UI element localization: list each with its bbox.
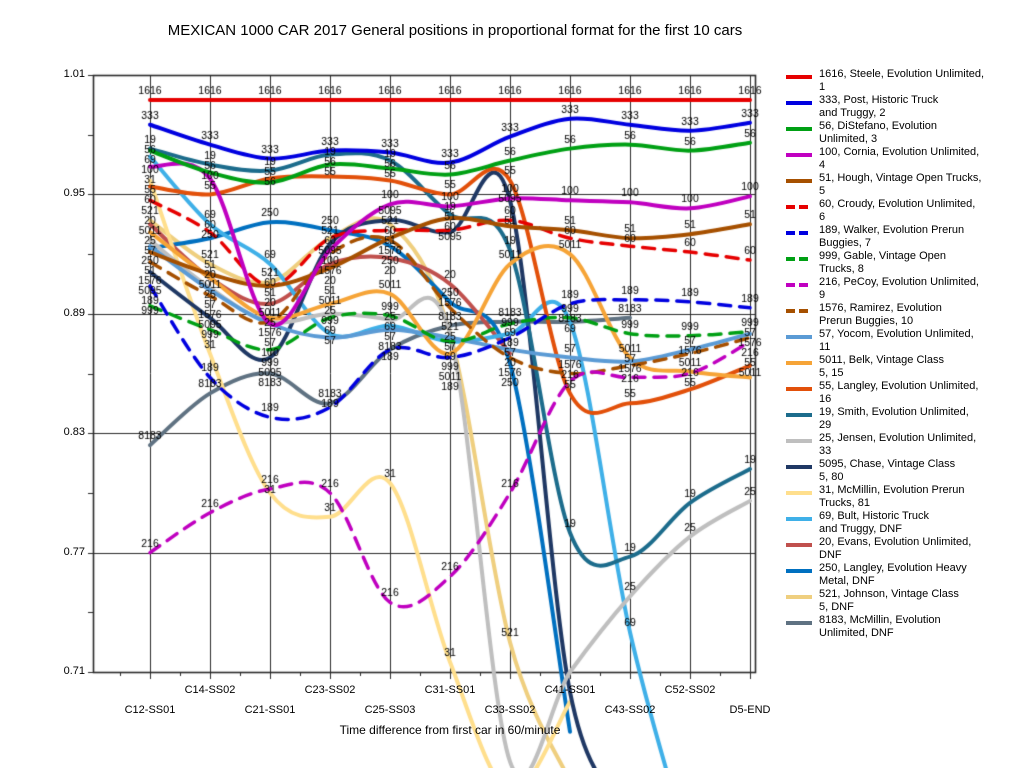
chart-legend: 1616, Steele, Evolution Unlimited, 1 333, … <box>786 68 1022 640</box>
legend-entry: 216, PeCoy, Evolution Unlimited, 9 <box>786 276 1022 302</box>
x-axis-title: Time difference from first car in 60/min… <box>339 723 561 737</box>
legend-entry-label: 333, Post, Historic Truck and Truggy, 2 <box>819 94 939 119</box>
legend-entry-label: 1616, Steele, Evolution Unlimited, 1 <box>819 68 985 93</box>
legend-line-swatch <box>786 101 812 105</box>
x-tick-label: C31-SS01 <box>424 684 476 696</box>
legend-entry: 20, Evans, Evolution Unlimited, DNF <box>786 536 1022 562</box>
legend-entry: 25, Jensen, Evolution Unlimited, 33 <box>786 432 1022 458</box>
legend-entry-label: 8183, McMillin, Evolution Unlimited, DNF <box>819 614 941 639</box>
legend-line-swatch <box>786 153 812 157</box>
legend-entry-label: 20, Evans, Evolution Unlimited, DNF <box>819 536 972 561</box>
x-tick-label: C25-SS03 <box>364 704 416 716</box>
legend-line-swatch <box>786 491 812 495</box>
legend-line-swatch <box>786 127 812 131</box>
legend-line-swatch <box>786 439 812 443</box>
legend-entry-label: 31, McMillin, Evolution Prerun Trucks, 81 <box>819 484 965 509</box>
legend-line-swatch <box>786 413 812 417</box>
x-tick-label: C43-SS02 <box>604 704 656 716</box>
legend-entry: 521, Johnson, Vintage Class 5, DNF <box>786 588 1022 614</box>
legend-entry-label: 189, Walker, Evolution Prerun Buggies, 7 <box>819 224 965 249</box>
legend-entry: 5011, Belk, Vintage Class 5, 15 <box>786 354 1022 380</box>
legend-entry: 189, Walker, Evolution Prerun Buggies, 7 <box>786 224 1022 250</box>
legend-entry: 31, McMillin, Evolution Prerun Trucks, 81 <box>786 484 1022 510</box>
x-tick-label: C41-SS01 <box>544 684 596 696</box>
legend-entry: 51, Hough, Vintage Open Trucks, 5 <box>786 172 1022 198</box>
legend-entry: 100, Cornia, Evolution Unlimited, 4 <box>786 146 1022 172</box>
y-tick-label: 0.95 <box>63 187 85 200</box>
legend-entry-label: 25, Jensen, Evolution Unlimited, 33 <box>819 432 977 457</box>
y-tick-label: 0.77 <box>63 545 85 558</box>
x-tick-label: C52-SS02 <box>664 684 716 696</box>
legend-entry-label: 216, PeCoy, Evolution Unlimited, 9 <box>819 276 979 301</box>
legend-line-swatch <box>786 75 812 79</box>
legend-line-swatch <box>786 621 812 625</box>
legend-line-swatch <box>786 257 812 261</box>
legend-entry-label: 521, Johnson, Vintage Class 5, DNF <box>819 588 959 613</box>
legend-entry: 56, DiStefano, Evolution Unlimited, 3 <box>786 120 1022 146</box>
legend-entry: 19, Smith, Evolution Unlimited, 29 <box>786 406 1022 432</box>
legend-entry: 60, Croudy, Evolution Unlimited, 6 <box>786 198 1022 224</box>
legend-entry-label: 5011, Belk, Vintage Class 5, 15 <box>819 354 944 379</box>
legend-entry-label: 999, Gable, Vintage Open Trucks, 8 <box>819 250 947 275</box>
legend-line-swatch <box>786 231 812 235</box>
legend-entry-label: 5095, Chase, Vintage Class 5, 80 <box>819 458 956 483</box>
legend-entry: 333, Post, Historic Truck and Truggy, 2 <box>786 94 1022 120</box>
legend-line-swatch <box>786 517 812 521</box>
x-tick-label: C14-SS02 <box>184 684 236 696</box>
legend-line-swatch <box>786 361 812 365</box>
y-tick-label: 0.83 <box>63 426 85 439</box>
legend-line-swatch <box>786 595 812 599</box>
legend-line-swatch <box>786 179 812 183</box>
legend-entry-label: 1576, Ramirez, Evolution Prerun Buggies, … <box>819 302 942 327</box>
legend-line-swatch <box>786 205 812 209</box>
legend-line-swatch <box>786 309 812 313</box>
legend-line-swatch <box>786 283 812 287</box>
x-tick-label: C23-SS02 <box>304 684 356 696</box>
legend-entry: 57, Yocom, Evolution Unlimited, 11 <box>786 328 1022 354</box>
legend-entry: 8183, McMillin, Evolution Unlimited, DNF <box>786 614 1022 640</box>
legend-entry: 250, Langley, Evolution Heavy Metal, DNF <box>786 562 1022 588</box>
legend-entry-label: 56, DiStefano, Evolution Unlimited, 3 <box>819 120 938 145</box>
x-tick-label: D5-END <box>729 704 771 716</box>
legend-entry: 55, Langley, Evolution Unlimited, 16 <box>786 380 1022 406</box>
legend-entry: 5095, Chase, Vintage Class 5, 80 <box>786 458 1022 484</box>
legend-line-swatch <box>786 543 812 547</box>
x-tick-label: C21-SS01 <box>244 704 296 716</box>
legend-line-swatch <box>786 465 812 469</box>
legend-entry-label: 250, Langley, Evolution Heavy Metal, DNF <box>819 562 967 587</box>
legend-entry: 1616, Steele, Evolution Unlimited, 1 <box>786 68 1022 94</box>
chart-title: MEXICAN 1000 CAR 2017 General positions … <box>167 22 743 39</box>
legend-entry-label: 57, Yocom, Evolution Unlimited, 11 <box>819 328 974 353</box>
legend-entry-label: 60, Croudy, Evolution Unlimited, 6 <box>819 198 976 223</box>
legend-entry-label: 69, Bult, Historic Truck and Truggy, DNF <box>819 510 930 535</box>
legend-entry: 1576, Ramirez, Evolution Prerun Buggies, … <box>786 302 1022 328</box>
legend-line-swatch <box>786 335 812 339</box>
legend-entry: 69, Bult, Historic Truck and Truggy, DNF <box>786 510 1022 536</box>
x-tick-label: C12-SS01 <box>124 704 176 716</box>
y-tick-label: 1.01 <box>63 68 85 80</box>
y-tick-label: 0.89 <box>63 306 85 319</box>
legend-line-swatch <box>786 569 812 573</box>
legend-entry-label: 51, Hough, Vintage Open Trucks, 5 <box>819 172 982 197</box>
legend-entry-label: 19, Smith, Evolution Unlimited, 29 <box>819 406 969 431</box>
legend-entry: 999, Gable, Vintage Open Trucks, 8 <box>786 250 1022 276</box>
legend-entry-label: 100, Cornia, Evolution Unlimited, 4 <box>819 146 980 171</box>
legend-line-swatch <box>786 387 812 391</box>
y-tick-label: 0.71 <box>63 665 85 677</box>
legend-entry-label: 55, Langley, Evolution Unlimited, 16 <box>819 380 979 405</box>
x-tick-label: C33-SS02 <box>484 704 536 716</box>
